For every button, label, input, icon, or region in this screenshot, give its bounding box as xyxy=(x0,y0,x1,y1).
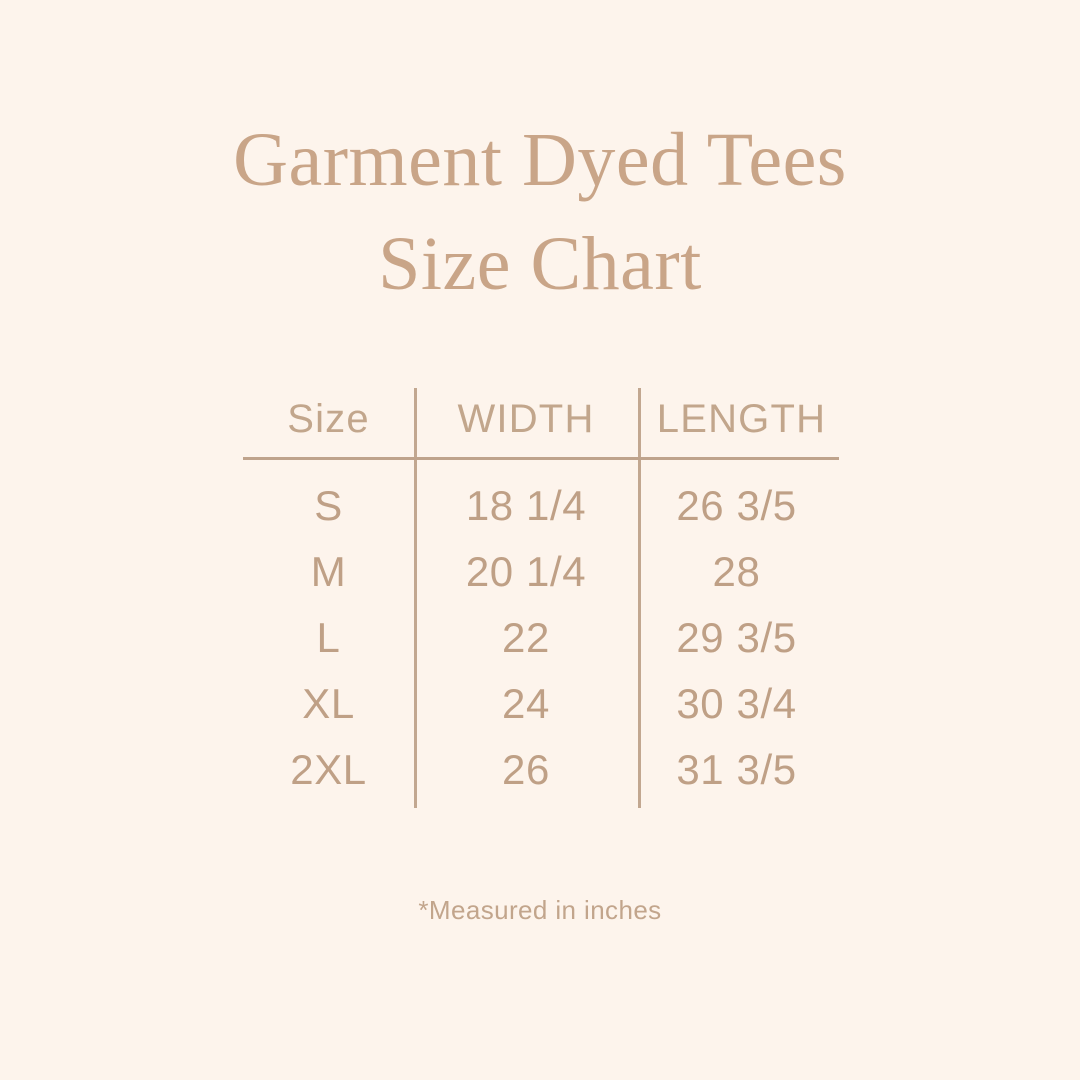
table-row: L 22 29 3/5 xyxy=(243,605,839,671)
column-header-width: WIDTH xyxy=(457,396,595,441)
cell-length: 26 3/5 xyxy=(676,482,797,529)
size-chart-table: Size WIDTH LENGTH S 18 1/4 26 3/5 M 20 1… xyxy=(243,388,839,808)
cell-length: 29 3/5 xyxy=(676,614,797,661)
cell-width: 18 1/4 xyxy=(465,482,587,529)
page-title: Garment Dyed Tees Size Chart xyxy=(0,108,1080,316)
cell-length: 31 3/5 xyxy=(676,746,797,793)
table-row: XL 24 30 3/4 xyxy=(243,671,839,737)
header-rule xyxy=(243,457,839,460)
title-line-1: Garment Dyed Tees xyxy=(233,118,847,202)
cell-size: S xyxy=(314,482,343,529)
cell-width: 22 xyxy=(502,614,550,661)
column-header-size: Size xyxy=(287,396,370,441)
column-header-length: LENGTH xyxy=(656,396,827,441)
cell-size: 2XL xyxy=(290,746,367,793)
table-row: S 18 1/4 26 3/5 xyxy=(243,473,839,539)
table-row: 2XL 26 31 3/5 xyxy=(243,737,839,803)
cell-width: 20 1/4 xyxy=(465,548,587,595)
cell-size: XL xyxy=(302,680,355,727)
cell-size: M xyxy=(310,548,347,595)
cell-length: 28 xyxy=(712,548,761,595)
table-body: S 18 1/4 26 3/5 M 20 1/4 28 L 22 29 3/5 … xyxy=(243,473,839,803)
title-line-2: Size Chart xyxy=(378,222,702,306)
cell-length: 30 3/4 xyxy=(676,680,797,727)
table-grid: Size WIDTH LENGTH S 18 1/4 26 3/5 M 20 1… xyxy=(243,388,839,803)
table-row: M 20 1/4 28 xyxy=(243,539,839,605)
cell-width: 24 xyxy=(502,680,550,727)
table-header-row: Size WIDTH LENGTH xyxy=(243,388,839,450)
cell-width: 26 xyxy=(502,746,550,793)
measurement-footnote: *Measured in inches xyxy=(418,895,662,925)
column-divider-size-width xyxy=(414,388,417,808)
column-divider-width-length xyxy=(638,388,641,808)
cell-size: L xyxy=(316,614,341,661)
